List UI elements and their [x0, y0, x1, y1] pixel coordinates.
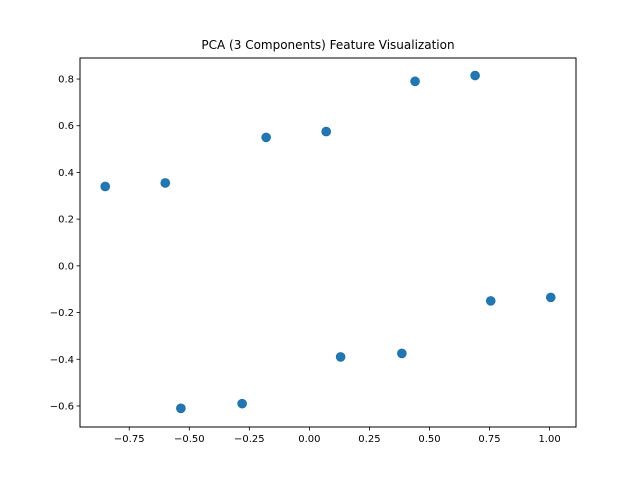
plot-frame	[79, 57, 577, 428]
scatter-point	[397, 348, 407, 359]
y-tick-label: 0.2	[58, 215, 74, 226]
y-tick-label: −0.2	[50, 308, 74, 319]
x-tick-label: −0.50	[174, 434, 205, 445]
y-axis: −0.6 −0.4 −0.2 0.0 0.2 0.4 0.6 0.8	[50, 75, 80, 412]
y-tick-label: −0.6	[50, 401, 74, 412]
y-tick-label: 0.8	[58, 75, 74, 86]
chart-title: PCA (3 Components) Feature Visualization	[201, 38, 454, 52]
scatter-point	[470, 70, 480, 81]
scatter-point	[321, 126, 331, 137]
scatter-point	[485, 296, 496, 306]
scatter-point	[261, 132, 271, 143]
y-tick-label: 0.0	[58, 261, 74, 272]
scatter-point	[160, 178, 171, 188]
scatter-point	[410, 76, 420, 87]
scatter-point	[237, 398, 247, 409]
x-tick-label: 1.00	[538, 434, 560, 445]
x-tick-label: 0.00	[298, 434, 320, 445]
y-tick-label: 0.4	[58, 168, 74, 179]
x-tick-label: 0.25	[358, 434, 380, 445]
scatter-point	[545, 292, 556, 303]
scatter-point	[176, 403, 186, 414]
x-tick-label: −0.75	[114, 434, 145, 445]
y-tick-label: 0.6	[58, 121, 74, 132]
x-tick-label: 0.75	[478, 434, 500, 445]
y-tick-label: −0.4	[50, 355, 74, 366]
scatter-point	[335, 352, 346, 362]
scatter-point	[100, 181, 111, 192]
x-tick-label: 0.50	[418, 434, 440, 445]
x-axis: −0.75 −0.50 −0.25 0.00 0.25 0.50 0.75 1.00	[114, 427, 561, 445]
data-points	[100, 70, 556, 414]
x-tick-label: −0.25	[234, 434, 265, 445]
